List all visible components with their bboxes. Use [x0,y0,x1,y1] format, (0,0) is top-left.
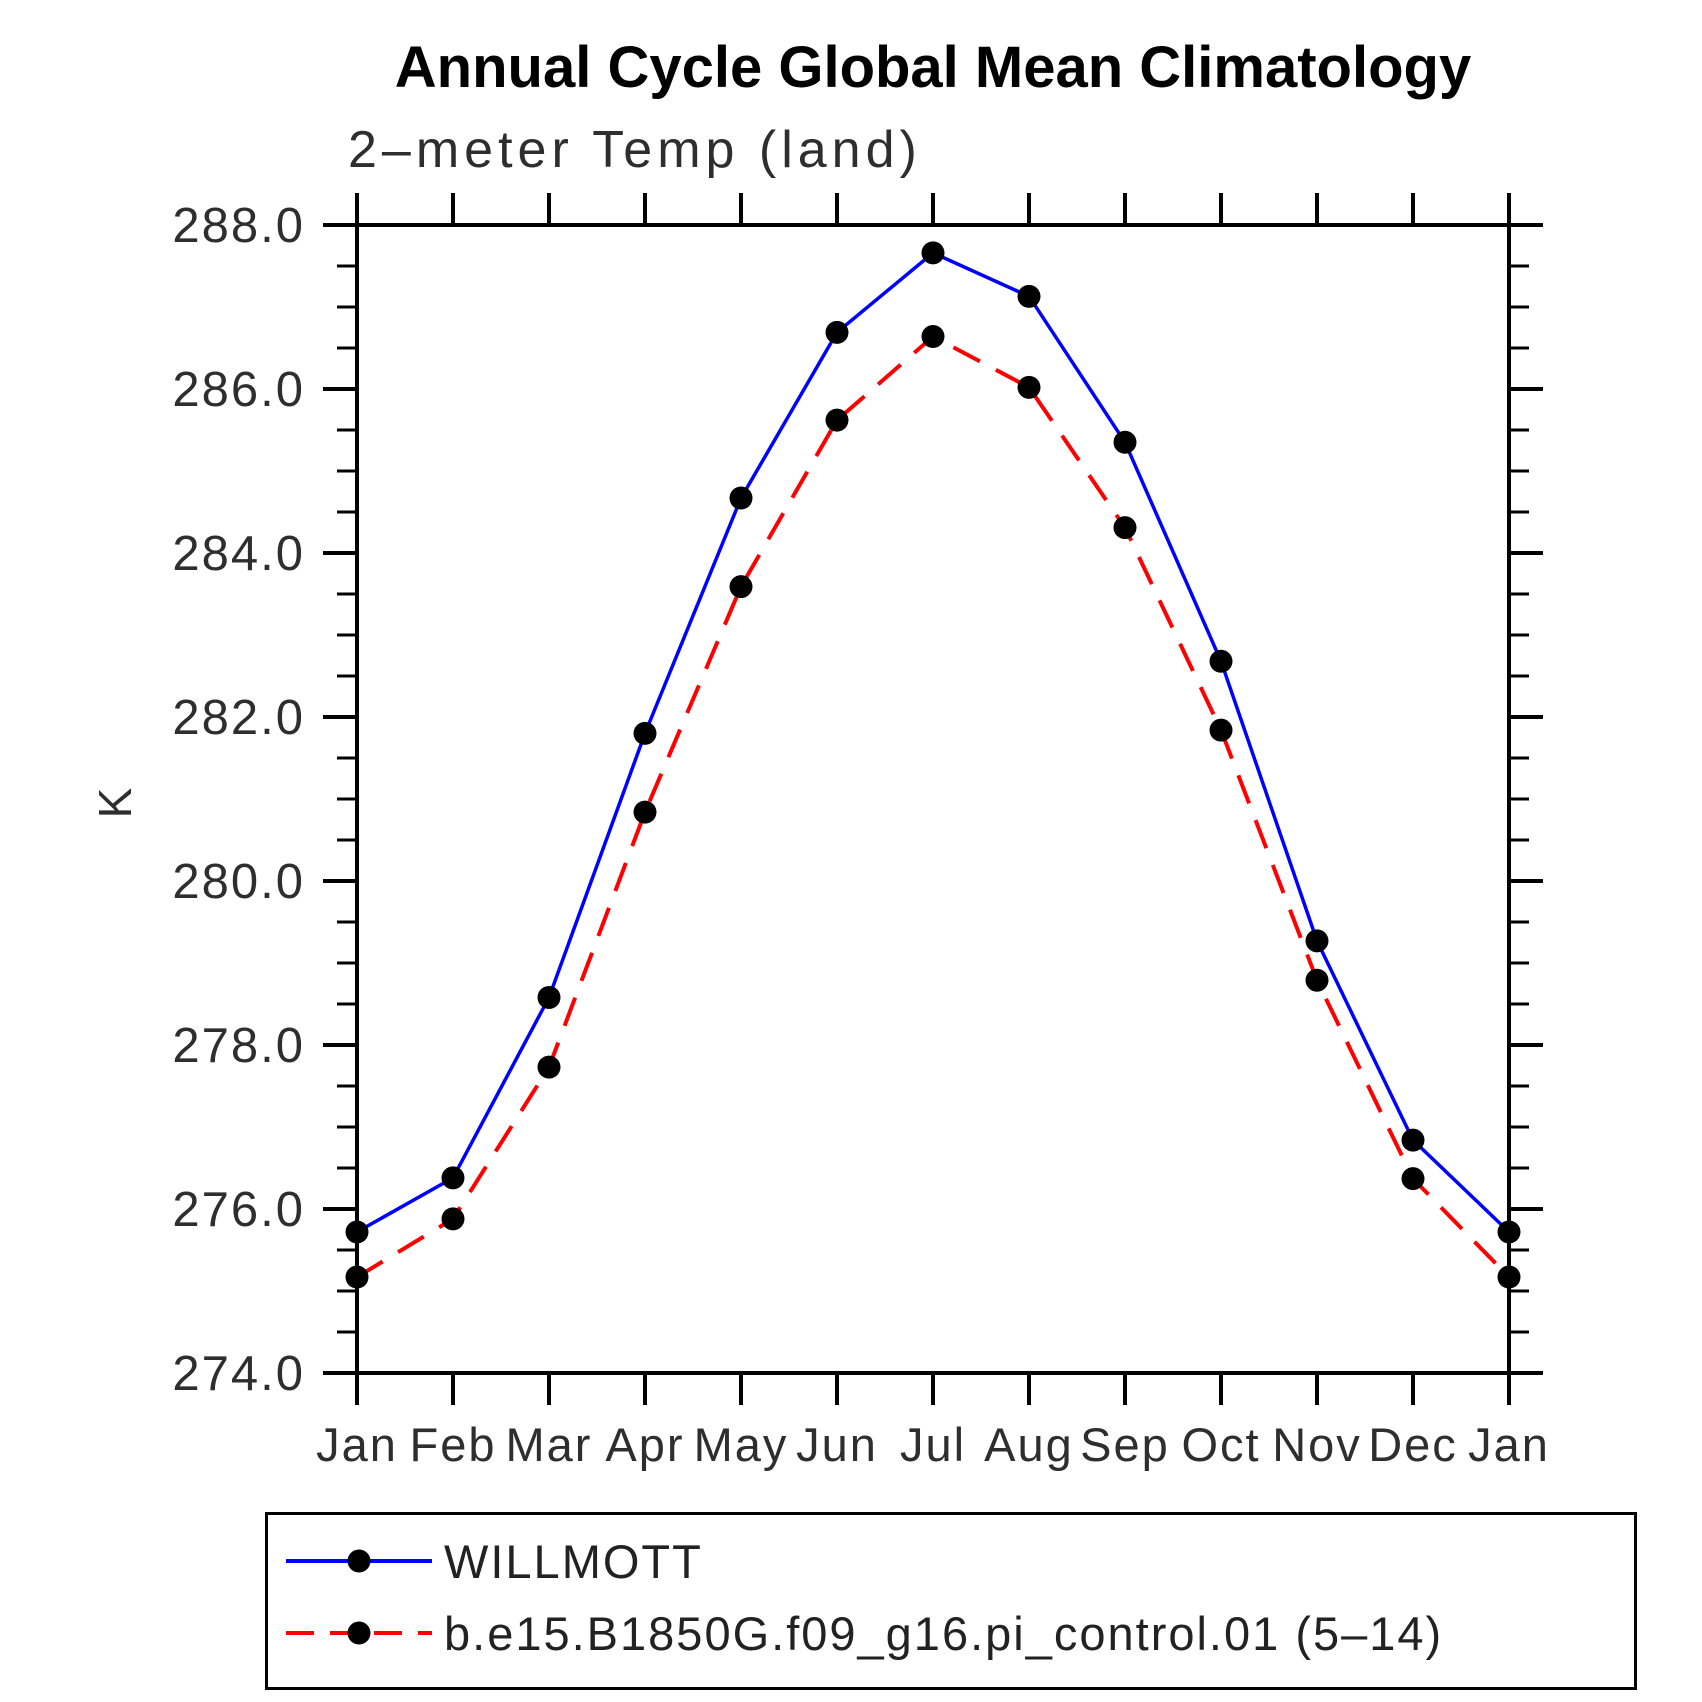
legend-entry-model: b.e15.B1850G.f09_g16.pi_control.01 (5–14… [284,1603,1443,1663]
data-point-marker [1209,718,1233,742]
data-point-marker [729,575,753,599]
data-point-marker [345,1220,369,1244]
data-point-marker [537,1055,561,1079]
data-point-marker [729,486,753,510]
x-tick-label: Jun [796,1418,878,1471]
data-point-marker [1113,516,1137,540]
data-point-marker [1497,1265,1521,1289]
data-point-marker [1017,375,1041,399]
data-point-marker [1305,968,1329,992]
legend-box: WILLMOTT b.e15.B1850G.f09_g16.pi_control… [265,1512,1637,1690]
data-point-marker [345,1265,369,1289]
x-tick-label: Jan [316,1418,398,1471]
data-point-marker [1401,1128,1425,1152]
y-tick-label: 276.0 [172,1183,305,1237]
legend-marker-dot [347,1549,371,1573]
data-point-marker [537,985,561,1009]
data-point-marker [1209,649,1233,673]
data-point-marker [1497,1220,1521,1244]
x-tick-label: Jan [1468,1418,1550,1471]
x-tick-label: Sep [1080,1418,1170,1471]
data-point-marker [633,721,657,745]
y-tick-label: 284.0 [172,527,305,581]
x-tick-label: Oct [1181,1418,1260,1471]
x-tick-label: Dec [1368,1418,1458,1471]
plot-frame [355,223,1511,1375]
data-point-marker [1113,430,1137,454]
y-tick-label: 282.0 [172,691,305,745]
y-tick-label: 274.0 [172,1347,305,1401]
x-tick-label: May [694,1418,789,1471]
chart-title: Annual Cycle Global Mean Climatology [394,35,1472,100]
x-tick-label: Jul [900,1418,966,1471]
x-tick-label: Apr [605,1418,684,1471]
data-point-marker [1017,284,1041,308]
legend-label-model: b.e15.B1850G.f09_g16.pi_control.01 (5–14… [444,1606,1444,1660]
x-tick-label: Aug [984,1418,1074,1471]
data-point-marker [921,241,945,265]
y-tick-label: 288.0 [172,199,305,253]
series-line-1 [355,334,1511,1279]
legend-line-sample-solid [286,1549,432,1573]
x-tick-label: Nov [1272,1418,1362,1471]
legend-label-willmott: WILLMOTT [444,1534,703,1588]
legend-marker-dot [347,1621,371,1645]
data-point-marker [1305,929,1329,953]
data-point-marker [441,1207,465,1231]
data-point-marker [1401,1167,1425,1191]
data-point-marker [633,800,657,824]
x-tick-label: Mar [506,1418,593,1471]
data-point-marker [825,408,849,432]
data-point-marker [921,325,945,349]
data-point-marker [441,1166,465,1190]
legend-line-sample-dashed [286,1621,432,1645]
series-line-0 [356,250,1511,1234]
chart-subtitle: 2–meter Temp (land) [348,121,922,179]
y-tick-label: 286.0 [172,363,305,417]
data-point-marker [825,320,849,344]
y-tick-label: 278.0 [172,1019,305,1073]
legend-entry-willmott: WILLMOTT [284,1531,703,1591]
x-tick-label: Feb [410,1418,497,1471]
y-tick-label: 280.0 [172,855,305,909]
